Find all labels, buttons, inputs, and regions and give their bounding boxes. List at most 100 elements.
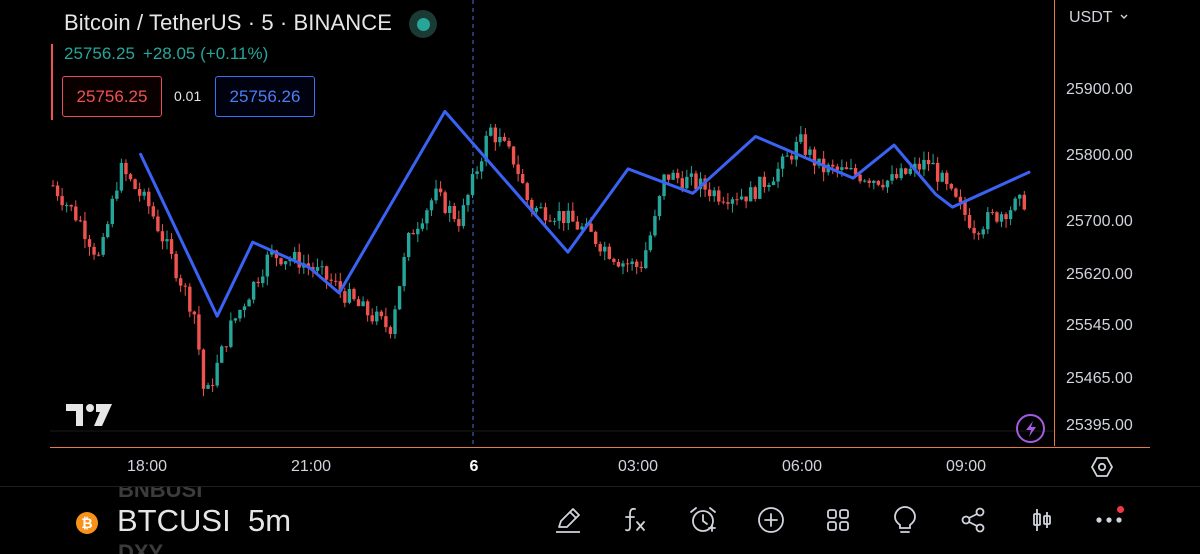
candle-body bbox=[425, 210, 429, 224]
candle-body bbox=[397, 286, 402, 310]
candle-body bbox=[169, 239, 174, 254]
candle-body bbox=[657, 196, 662, 217]
candle-body bbox=[894, 174, 899, 179]
candle-body bbox=[949, 183, 954, 189]
candle-body bbox=[543, 207, 548, 221]
candle-body bbox=[142, 191, 146, 196]
candle-body bbox=[999, 214, 1004, 222]
candle-body bbox=[475, 171, 479, 174]
price-axis-label: 25465.00 bbox=[1066, 370, 1133, 387]
drawing-tools-button[interactable] bbox=[552, 504, 584, 536]
buy-button[interactable]: 25756.26 bbox=[215, 76, 315, 117]
candle-body bbox=[767, 184, 771, 188]
add-button[interactable] bbox=[755, 504, 787, 536]
candle-body bbox=[753, 187, 757, 199]
candle-body bbox=[329, 279, 333, 281]
candle-body bbox=[60, 196, 64, 206]
chart-pane[interactable] bbox=[50, 0, 1054, 446]
symbol-search-button[interactable]: BTCUSI bbox=[117, 503, 231, 538]
candle-body bbox=[1022, 194, 1026, 210]
candle-body bbox=[908, 168, 912, 174]
candle-body bbox=[265, 254, 270, 277]
candle-body bbox=[365, 301, 370, 316]
candle-body bbox=[744, 196, 748, 202]
candle-body bbox=[370, 315, 374, 322]
tradingview-logo-icon bbox=[66, 404, 112, 426]
candle-body bbox=[1004, 214, 1008, 220]
candle-body bbox=[580, 226, 584, 230]
candle-body bbox=[552, 220, 557, 222]
candle-body bbox=[630, 261, 634, 264]
candle-body bbox=[776, 168, 780, 182]
layouts-button[interactable] bbox=[822, 504, 854, 536]
candle-body bbox=[511, 146, 516, 165]
status-dot bbox=[416, 17, 430, 31]
candle-body bbox=[689, 173, 694, 177]
bolt-icon[interactable] bbox=[1016, 414, 1045, 443]
price-axis-label: 25900.00 bbox=[1066, 81, 1133, 98]
candle-body bbox=[748, 187, 753, 202]
candle-body bbox=[666, 174, 671, 180]
candle-body bbox=[55, 185, 60, 197]
candle-body bbox=[178, 278, 183, 286]
candle-body bbox=[443, 192, 447, 213]
sell-button[interactable]: 25756.25 bbox=[62, 76, 162, 117]
candle-body bbox=[334, 280, 338, 282]
candle-body bbox=[320, 266, 324, 268]
candle-body bbox=[1018, 194, 1022, 199]
candle-body bbox=[539, 207, 543, 209]
price-axis[interactable]: USDT 25900.00 25800.00 25700.00 25620.00… bbox=[1054, 0, 1200, 446]
plus-circle-icon bbox=[758, 507, 784, 533]
candle-body bbox=[215, 362, 219, 386]
time-axis-label: 18:00 bbox=[126, 458, 168, 475]
candle-body bbox=[954, 188, 958, 197]
candle-body bbox=[220, 346, 224, 363]
time-axis-label: 09:00 bbox=[945, 458, 987, 475]
candle-body bbox=[790, 155, 794, 160]
ideas-button[interactable] bbox=[889, 504, 921, 536]
candle-body bbox=[124, 162, 128, 175]
price-axis-label: 25800.00 bbox=[1066, 147, 1133, 164]
candle-body bbox=[498, 136, 502, 143]
candle-body bbox=[717, 190, 721, 202]
candle-body bbox=[343, 291, 347, 303]
alerts-button[interactable] bbox=[687, 504, 719, 536]
candle-body bbox=[251, 281, 256, 300]
candle-body bbox=[283, 261, 288, 265]
watchlist-next-symbol[interactable]: DXY bbox=[118, 540, 164, 554]
indicators-button[interactable] bbox=[619, 504, 651, 536]
candle-body bbox=[438, 188, 443, 193]
candle-body bbox=[96, 254, 101, 256]
candle-body bbox=[238, 309, 242, 319]
candle-body bbox=[375, 311, 379, 322]
pattern-trendline bbox=[139, 109, 1031, 318]
chart-settings-icon[interactable] bbox=[1090, 455, 1114, 479]
chart-type-button[interactable] bbox=[1026, 504, 1058, 536]
price-axis-label: 25700.00 bbox=[1066, 213, 1133, 230]
market-status-icon[interactable] bbox=[409, 10, 437, 38]
candle-body bbox=[128, 174, 133, 180]
currency-selector[interactable]: USDT bbox=[1069, 9, 1129, 27]
interval-button[interactable]: 5m bbox=[248, 503, 292, 538]
candle-body bbox=[958, 196, 963, 203]
more-button[interactable] bbox=[1093, 504, 1125, 536]
candle-body bbox=[324, 266, 329, 280]
symbol-title[interactable]: Bitcoin / TetherUS · 5 · BINANCE bbox=[64, 10, 393, 35]
share-button[interactable] bbox=[957, 504, 989, 536]
candle-body bbox=[78, 220, 83, 222]
lightbulb-icon bbox=[894, 506, 916, 533]
candle-body bbox=[913, 163, 917, 169]
candle-body bbox=[935, 162, 940, 182]
candle-body bbox=[931, 162, 935, 165]
candle-body bbox=[808, 149, 812, 155]
watchlist-prev-symbol[interactable]: BNBUSI bbox=[118, 477, 203, 502]
candle-body bbox=[799, 134, 803, 142]
candle-body bbox=[862, 180, 867, 182]
candle-body bbox=[452, 206, 456, 220]
candle-body bbox=[174, 253, 178, 279]
time-axis[interactable]: 18:00 21:00 6 03:00 06:00 09:00 bbox=[0, 447, 1200, 485]
candle-body bbox=[612, 258, 616, 262]
candle-body bbox=[502, 136, 507, 141]
candlestick-chart[interactable] bbox=[50, 0, 1054, 446]
candle-body bbox=[899, 168, 903, 179]
